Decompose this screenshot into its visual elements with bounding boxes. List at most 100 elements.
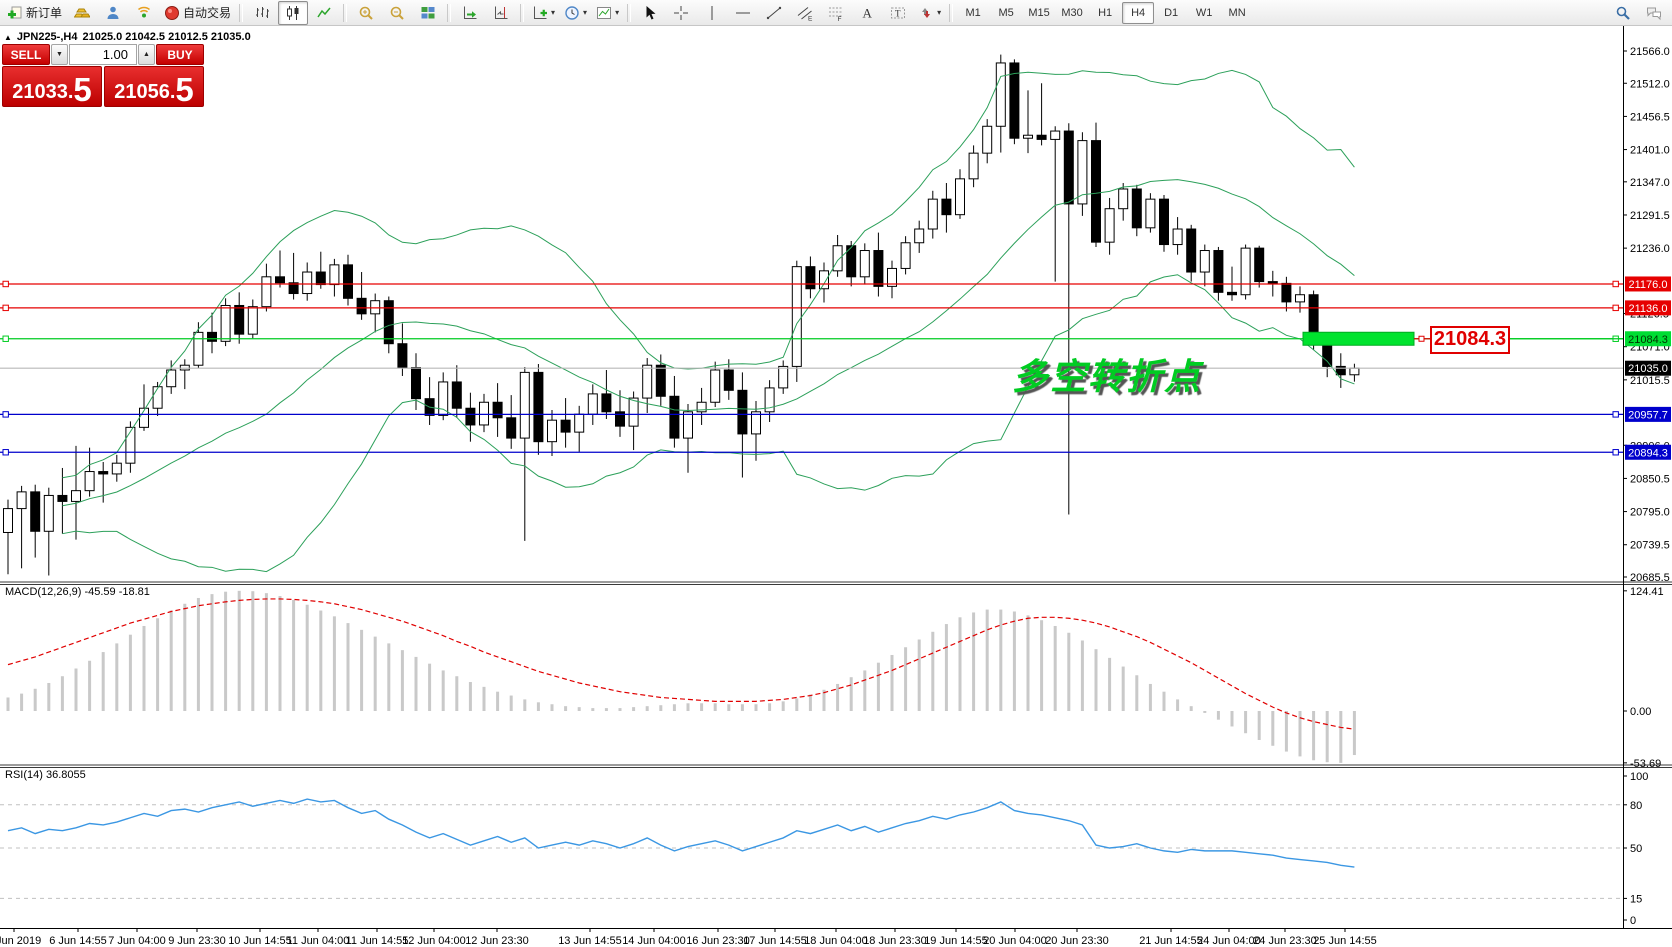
template-icon bbox=[596, 5, 612, 21]
svg-text:11 Jun 14:55: 11 Jun 14:55 bbox=[346, 935, 409, 947]
chart-window[interactable]: 21566.0 21512.0 21456.5 21401.0 21347.0 21291… bbox=[0, 26, 1672, 947]
price-callout[interactable]: 21084.3 bbox=[1430, 325, 1510, 354]
svg-text:20957.7: 20957.7 bbox=[1628, 409, 1668, 421]
volume-increase-button[interactable]: ▲ bbox=[138, 44, 155, 65]
svg-text:124.41: 124.41 bbox=[1630, 586, 1664, 598]
svg-text:20685.5: 20685.5 bbox=[1630, 572, 1670, 584]
svg-text:6 Jun 14:55: 6 Jun 14:55 bbox=[49, 935, 107, 947]
crosshair-button[interactable] bbox=[666, 1, 696, 25]
main-toolbar: 新订单 自动交易 ▾ ▾ ▾ E F A T ▾ M1 M5 M15 M30 H1 H4 D1 W1 MN bbox=[0, 0, 1672, 26]
indicators-button[interactable]: ▾ bbox=[528, 1, 559, 25]
sell-price[interactable]: 21033. 5 bbox=[2, 66, 102, 107]
svg-text:9 Jun 23:30: 9 Jun 23:30 bbox=[168, 935, 226, 947]
svg-text:A: A bbox=[863, 5, 873, 20]
chevron-down-icon: ▾ bbox=[615, 7, 620, 17]
zoomin-icon bbox=[358, 5, 374, 21]
horizontal-line-button[interactable] bbox=[728, 1, 758, 25]
gold-button[interactable] bbox=[67, 1, 97, 25]
autotrade-icon bbox=[164, 5, 180, 21]
svg-text:21456.5: 21456.5 bbox=[1630, 111, 1670, 123]
price-axis[interactable]: 21566.0 21512.0 21456.5 21401.0 21347.0 21291… bbox=[1623, 46, 1671, 584]
cursor-button[interactable] bbox=[635, 1, 665, 25]
timeframe-m1-button[interactable]: M1 bbox=[965, 6, 981, 19]
volume-input[interactable]: 1.00 bbox=[69, 44, 137, 65]
symbol-ohlc: 21025.0 21042.5 21012.5 21035.0 bbox=[82, 31, 251, 43]
neworder-icon bbox=[7, 5, 23, 21]
svg-text:5 Jun 2019: 5 Jun 2019 bbox=[0, 935, 41, 947]
new-order-button[interactable]: 新订单 bbox=[3, 1, 66, 25]
text-label-button[interactable]: T bbox=[883, 1, 913, 25]
timeframe-m5-button[interactable]: M5 bbox=[998, 6, 1014, 19]
chart-line-button[interactable] bbox=[309, 1, 339, 25]
timeframe-mn-button[interactable]: MN bbox=[1228, 6, 1246, 19]
svg-text:21291.5: 21291.5 bbox=[1630, 210, 1670, 222]
tile-icon bbox=[420, 5, 436, 21]
toolbar-separator bbox=[239, 3, 244, 22]
timeframe-d1-button[interactable]: D1 bbox=[1164, 6, 1179, 19]
svg-text:25 Jun 14:55: 25 Jun 14:55 bbox=[1313, 935, 1377, 947]
toolbar-separator bbox=[447, 3, 452, 22]
hline-icon bbox=[735, 5, 751, 21]
svg-text:24 Jun 04:00: 24 Jun 04:00 bbox=[1197, 935, 1261, 947]
arrows-button[interactable]: ▾ bbox=[914, 1, 945, 25]
chart-bars-button[interactable] bbox=[247, 1, 277, 25]
cursor-icon bbox=[642, 5, 658, 21]
trend-line-button[interactable] bbox=[759, 1, 789, 25]
svg-text:21566.0: 21566.0 bbox=[1630, 46, 1670, 58]
tile-windows-button[interactable] bbox=[413, 1, 443, 25]
price-lines[interactable] bbox=[0, 280, 1623, 456]
linechart-icon bbox=[316, 5, 332, 21]
chart-candles-button[interactable] bbox=[278, 0, 309, 25]
svg-text:21015.5: 21015.5 bbox=[1630, 375, 1670, 387]
svg-text:7 Jun 04:00: 7 Jun 04:00 bbox=[108, 935, 166, 947]
collapse-panel-icon[interactable]: ▲ bbox=[4, 32, 12, 42]
chart-shift-button[interactable] bbox=[486, 1, 516, 25]
new-order-label: 新订单 bbox=[26, 6, 63, 20]
auto-scroll-button[interactable] bbox=[455, 1, 485, 25]
timeframe-h1-button[interactable]: H1 bbox=[1098, 6, 1113, 19]
svg-text:-53.69: -53.69 bbox=[1630, 758, 1661, 770]
zoom-in-button[interactable] bbox=[351, 1, 381, 25]
volume-decrease-button[interactable]: ▼ bbox=[51, 44, 68, 65]
auto-trading-button[interactable]: 自动交易 bbox=[160, 1, 235, 25]
periods-button[interactable]: ▾ bbox=[560, 1, 591, 25]
arrows-icon bbox=[918, 5, 934, 21]
svg-text:20850.5: 20850.5 bbox=[1630, 473, 1670, 485]
highlight-annotation[interactable] bbox=[1302, 331, 1623, 346]
svg-text:21035.0: 21035.0 bbox=[1628, 363, 1668, 375]
vertical-line-button[interactable] bbox=[697, 1, 727, 25]
market-depth-button[interactable] bbox=[98, 1, 128, 25]
timeframe-m15-button[interactable]: M15 bbox=[1028, 6, 1050, 19]
equidistant-channel-button[interactable]: E bbox=[790, 1, 820, 25]
timeframe-m30-button[interactable]: M30 bbox=[1061, 6, 1083, 19]
channel-icon: E bbox=[797, 5, 813, 21]
buy-button[interactable]: BUY bbox=[156, 44, 204, 65]
svg-text:20 Jun 04:00: 20 Jun 04:00 bbox=[983, 935, 1047, 947]
toolbar-separator bbox=[520, 3, 525, 22]
sell-button[interactable]: SELL bbox=[2, 44, 50, 65]
sell-price-dec: 5 bbox=[73, 70, 92, 108]
svg-text:21512.0: 21512.0 bbox=[1630, 78, 1670, 90]
svg-text:80: 80 bbox=[1630, 800, 1642, 812]
turning-point-annotation[interactable]: 多空转折点 bbox=[1012, 356, 1203, 397]
search-button[interactable] bbox=[1608, 1, 1638, 25]
svg-text:20739.5: 20739.5 bbox=[1630, 540, 1670, 552]
chat-icon bbox=[1646, 5, 1662, 21]
fibonacci-button[interactable]: F bbox=[821, 1, 851, 25]
trendline-icon bbox=[766, 5, 782, 21]
signals-button[interactable] bbox=[129, 1, 159, 25]
chat-button[interactable] bbox=[1639, 1, 1669, 25]
text-button[interactable]: A bbox=[852, 1, 882, 25]
vline-icon bbox=[704, 5, 720, 21]
buy-price[interactable]: 21056. 5 bbox=[104, 66, 204, 107]
chart-canvas[interactable]: 21566.0 21512.0 21456.5 21401.0 21347.0 21291… bbox=[0, 26, 1672, 947]
symbol-info: ▲ JPN225-,H4 21025.0 21042.5 21012.5 210… bbox=[4, 31, 251, 43]
templates-button[interactable]: ▾ bbox=[592, 1, 623, 25]
sell-price-int: 21033 bbox=[12, 81, 68, 103]
time-axis[interactable]: 5 Jun 2019 6 Jun 14:557 Jun 04:009 Jun 23… bbox=[0, 928, 1377, 947]
zoom-out-button[interactable] bbox=[382, 1, 412, 25]
timeframe-w1-button[interactable]: W1 bbox=[1195, 6, 1213, 19]
svg-text:12 Jun 04:00: 12 Jun 04:00 bbox=[402, 935, 466, 947]
timeframe-h4-button[interactable]: H4 bbox=[1122, 1, 1155, 24]
svg-text:50: 50 bbox=[1630, 843, 1642, 855]
